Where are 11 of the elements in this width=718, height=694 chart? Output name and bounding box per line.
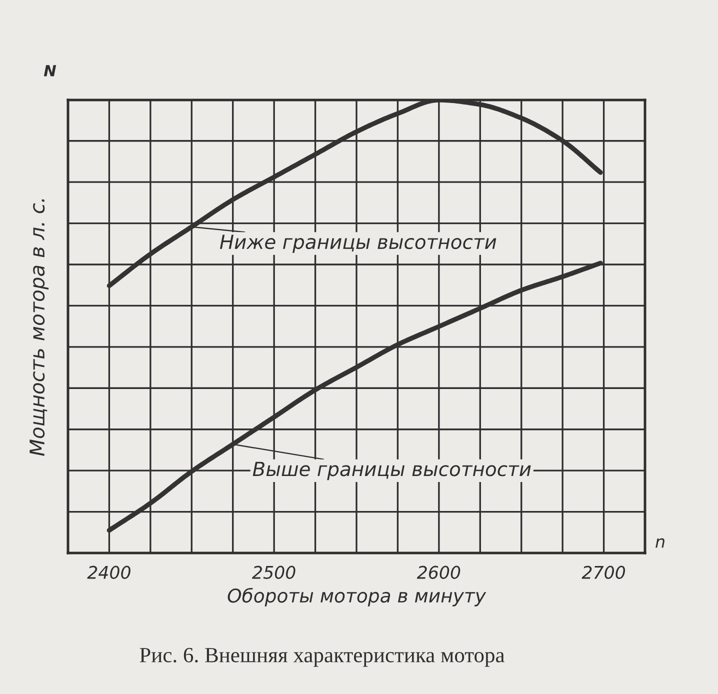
x-tick-label: 2700 xyxy=(582,566,626,579)
annotation: Ниже границы высотности xyxy=(220,234,496,253)
x-tick-label: 2500 xyxy=(252,566,296,579)
x-tick-label: 2400 xyxy=(87,566,130,579)
x-tick-label: 2600 xyxy=(416,566,460,579)
text: N xyxy=(44,65,56,76)
y-axis-title: Мощность мотора в л. с. xyxy=(30,199,49,456)
text: n xyxy=(656,538,664,548)
x-axis-title: Обороты мотора в минуту xyxy=(228,588,486,606)
annotation: Выше границы высотности xyxy=(252,462,531,480)
text: Рис. 6. Внешняя характеристика мотора xyxy=(140,648,505,667)
